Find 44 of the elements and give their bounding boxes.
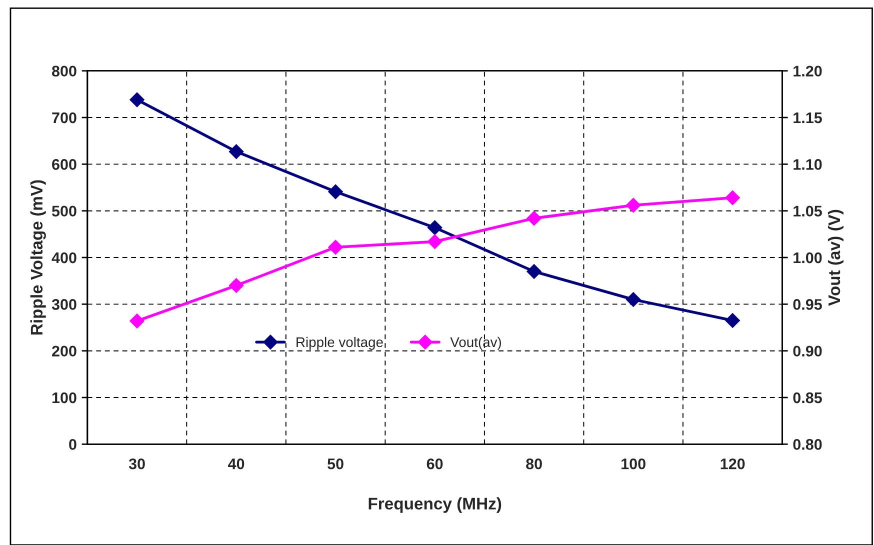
y-tick-label: 700 [52,112,76,124]
point [526,264,542,279]
legend-label: Ripple voltage [296,336,383,350]
y-tick-label: 800 [52,66,76,77]
point [130,92,144,108]
y2-tick-label: 0.95 [793,299,822,310]
y-tick-label: 200 [52,346,76,357]
y-tick-label: 500 [52,206,76,217]
y2-axis-title: Vout (av) (V) [828,210,844,306]
x-tick-label: 120 [720,458,745,470]
x-tick-label: 80 [526,458,542,470]
x-tick-label: 40 [228,458,244,470]
x-tick-label: 100 [622,458,646,470]
y2-tick-label: 1.10 [794,159,822,170]
y2-tick-label: 0.90 [793,346,822,357]
point [526,210,542,226]
y2-tick-label: 0.80 [793,439,822,450]
point [130,314,144,328]
y-tick-label: 400 [52,252,76,264]
y-tick-label: 100 [52,392,76,404]
point [228,144,244,159]
y-axis-title: Ripple Voltage (mV) [30,180,46,334]
y2-tick-label: 1.05 [794,206,822,217]
point [626,198,641,213]
y2-tick-label: 1.20 [794,66,822,77]
y2-tick-label: 1.15 [794,112,822,124]
x-axis-title: Frequency (MHz) [368,497,502,513]
point [427,220,442,236]
y2-tick-label: 0.85 [793,392,822,404]
point [725,190,740,206]
y-tick-label: 0 [69,439,76,450]
x-tick-label: 60 [426,458,443,470]
y-tick-label: 300 [52,299,76,310]
y-tick-label: 600 [52,159,76,170]
point [228,278,244,293]
x-tick-label: 50 [328,458,344,470]
x-tick-label: 30 [128,458,145,470]
point [626,292,641,307]
point [328,240,343,255]
point [427,234,442,250]
point [725,313,740,328]
y2-tick-label: 1.00 [794,252,822,264]
legend-label: Vout(av) [450,336,502,350]
point [328,184,343,200]
